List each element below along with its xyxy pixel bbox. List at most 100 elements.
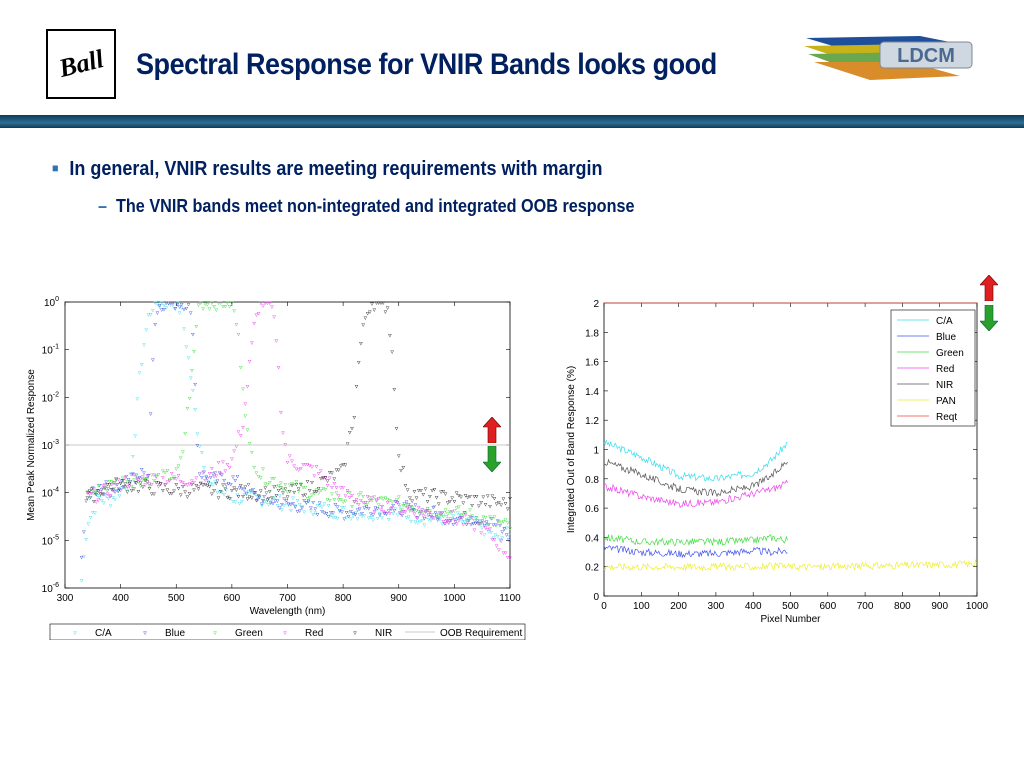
data-point-Green: ▿ — [328, 498, 332, 505]
data-point-Red: ▿ — [444, 520, 448, 527]
data-point-Red: ▿ — [473, 527, 477, 534]
data-point-NIR: ▿ — [232, 485, 236, 492]
data-point-C/A: ▿ — [503, 526, 507, 533]
data-point-NIR: ▿ — [421, 492, 425, 499]
data-point-Green: ▿ — [348, 490, 352, 497]
data-point-Red: ▿ — [263, 300, 267, 307]
data-point-Blue: ▿ — [82, 529, 86, 536]
data-point-Red: ▿ — [421, 513, 425, 520]
data-point-Green: ▿ — [477, 521, 481, 528]
y-tick-label: 0 — [593, 592, 599, 603]
data-point-Blue: ▿ — [140, 467, 144, 474]
data-point-C/A: ▿ — [454, 517, 458, 524]
data-point-Blue: ▿ — [387, 508, 391, 515]
data-point-NIR: ▿ — [455, 490, 459, 497]
data-point-NIR: ▿ — [146, 479, 150, 486]
data-point-Blue: ▿ — [407, 502, 411, 509]
data-point-NIR: ▿ — [310, 480, 314, 487]
data-point-Green: ▿ — [337, 497, 341, 504]
data-point-NIR: ▿ — [190, 482, 194, 489]
data-point-Green: ▿ — [324, 487, 328, 494]
data-point-Red: ▿ — [373, 508, 377, 515]
data-point-Green: ▿ — [170, 475, 174, 482]
data-point-Red: ▿ — [112, 488, 116, 495]
data-point-NIR: ▿ — [141, 484, 145, 491]
data-point-Green: ▿ — [232, 308, 236, 315]
data-point-NIR: ▿ — [137, 489, 141, 496]
data-point-NIR: ▿ — [288, 489, 292, 496]
data-point-NIR: ▿ — [468, 494, 472, 501]
data-point-NIR: ▿ — [330, 470, 334, 477]
x-tick-label: 600 — [224, 593, 241, 604]
data-point-Red: ▿ — [201, 470, 205, 477]
data-point-Blue: ▿ — [396, 500, 400, 507]
data-point-NIR: ▿ — [368, 309, 372, 316]
data-point-Blue: ▿ — [391, 503, 395, 510]
data-point-Red: ▿ — [141, 474, 145, 481]
data-point-Green: ▿ — [174, 466, 178, 473]
data-point-Green: ▿ — [473, 518, 477, 525]
data-point-C/A: ▿ — [127, 486, 131, 493]
data-point-NIR: ▿ — [199, 481, 203, 488]
data-point-Green: ▿ — [146, 476, 150, 483]
data-point-Red: ▿ — [455, 521, 459, 528]
data-point-Blue: ▿ — [460, 515, 464, 522]
data-point-Blue: ▿ — [282, 496, 286, 503]
data-point-Blue: ▿ — [505, 532, 509, 539]
data-point-NIR: ▿ — [241, 493, 245, 500]
data-point-NIR: ▿ — [252, 490, 256, 497]
data-point-Green: ▿ — [195, 324, 199, 331]
data-point-NIR: ▿ — [428, 493, 432, 500]
data-point-Blue: ▿ — [322, 510, 326, 517]
data-point-Red: ▿ — [94, 499, 98, 506]
data-point-Green: ▿ — [210, 300, 214, 307]
y-tick-label: 10-1 — [42, 344, 59, 357]
data-point-C/A: ▿ — [104, 493, 108, 500]
bullet-2: – The VNIR bands meet non-integrated and … — [98, 196, 634, 217]
data-point-C/A: ▿ — [340, 505, 344, 512]
data-point-Blue: ▿ — [420, 507, 424, 514]
data-point-NIR: ▿ — [419, 488, 423, 495]
data-point-NIR: ▿ — [497, 499, 501, 506]
data-point-Green: ▿ — [499, 520, 503, 527]
series-line-C/A — [603, 439, 788, 482]
legend-label: C/A — [936, 316, 953, 327]
data-point-NIR: ▿ — [215, 481, 219, 488]
data-point-C/A: ▿ — [376, 516, 380, 523]
data-point-Blue: ▿ — [445, 518, 449, 525]
data-point-Blue: ▿ — [305, 500, 309, 507]
data-point-Blue: ▿ — [340, 509, 344, 516]
data-point-C/A: ▿ — [385, 511, 389, 518]
data-point-Blue: ▿ — [409, 503, 413, 510]
data-point-Red: ▿ — [359, 498, 363, 505]
data-point-Green: ▿ — [279, 480, 283, 487]
data-point-NIR: ▿ — [306, 478, 310, 485]
x-tick-label: 300 — [708, 601, 725, 612]
data-point-Green: ▿ — [426, 505, 430, 512]
data-point-Red: ▿ — [277, 364, 281, 371]
data-point-Blue: ▿ — [456, 516, 460, 523]
data-point-Blue: ▿ — [467, 518, 471, 525]
data-point-Blue: ▿ — [87, 490, 91, 497]
y-tick-label: 1.8 — [585, 328, 599, 339]
data-point-Green: ▿ — [181, 449, 185, 456]
data-point-NIR: ▿ — [195, 482, 199, 489]
data-point-Blue: ▿ — [185, 305, 189, 312]
data-point-NIR: ▿ — [219, 489, 223, 496]
x-tick-label: 700 — [279, 593, 296, 604]
data-point-Blue: ▿ — [256, 497, 260, 504]
data-point-Green: ▿ — [237, 331, 241, 338]
data-point-Blue: ▿ — [316, 511, 320, 518]
data-point-C/A: ▿ — [80, 578, 84, 585]
data-point-Blue: ▿ — [411, 506, 415, 513]
data-point-Blue: ▿ — [302, 497, 306, 504]
data-point-C/A: ▿ — [138, 370, 142, 377]
data-point-Green: ▿ — [212, 304, 216, 311]
data-point-NIR: ▿ — [462, 500, 466, 507]
data-point-NIR: ▿ — [348, 430, 352, 437]
data-point-Red: ▿ — [482, 520, 486, 527]
data-point-Blue: ▿ — [371, 512, 375, 519]
data-point-Red: ▿ — [268, 300, 272, 307]
x-tick-label: 800 — [894, 601, 911, 612]
data-point-Green: ▿ — [299, 481, 303, 488]
